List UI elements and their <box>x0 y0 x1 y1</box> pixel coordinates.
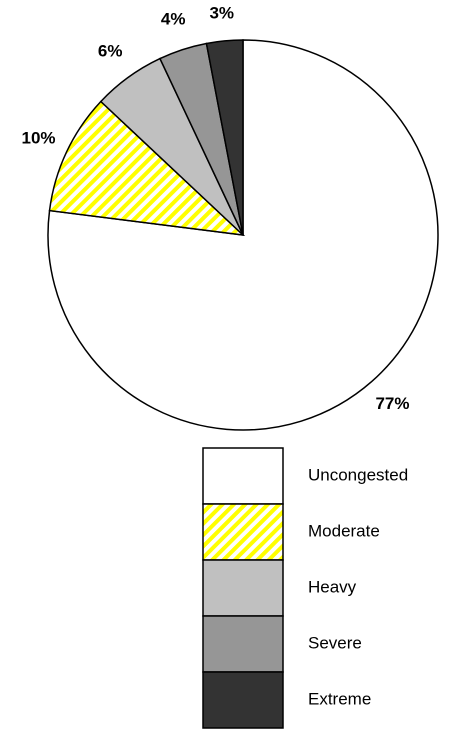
legend-swatch <box>202 559 284 617</box>
pie-slice <box>205 39 244 236</box>
legend-label: Uncongested <box>308 465 408 484</box>
legend-label: Moderate <box>308 521 380 540</box>
slice-label: 4% <box>161 10 186 29</box>
pie-slice <box>48 100 246 237</box>
legend-label: Heavy <box>308 577 357 596</box>
slice-label: 3% <box>209 3 234 22</box>
slice-label: 6% <box>98 42 123 61</box>
legend-label: Extreme <box>308 689 371 708</box>
legend-swatch <box>202 447 284 505</box>
legend-label: Severe <box>308 633 362 652</box>
legend-swatch <box>202 615 284 673</box>
slice-label: 77% <box>375 394 409 413</box>
pie-slice <box>47 39 439 431</box>
legend-swatch <box>202 671 284 729</box>
slice-label: 10% <box>21 128 55 147</box>
legend-swatch <box>202 503 284 561</box>
